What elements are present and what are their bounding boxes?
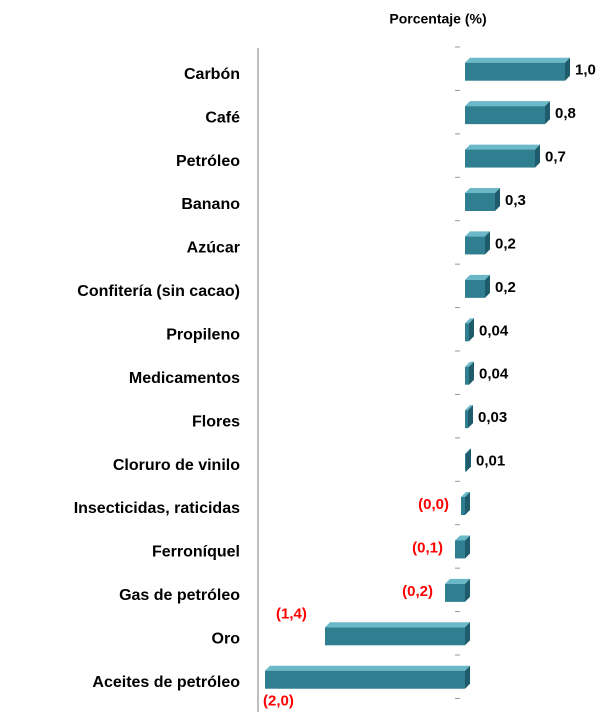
bar-top	[445, 578, 470, 584]
category-label: Medicamentos	[129, 370, 240, 387]
bar-top	[465, 405, 473, 411]
category-label: Oro	[212, 631, 241, 648]
bar-side	[485, 231, 490, 255]
category-label: Carbón	[184, 66, 240, 83]
bar-top	[465, 231, 490, 237]
value-label: 0,7	[545, 149, 566, 166]
bar-side	[469, 318, 474, 342]
bar-side	[465, 622, 470, 646]
value-label: (0,2)	[402, 583, 433, 600]
value-label: 0,8	[555, 105, 576, 122]
category-label: Azúcar	[187, 240, 240, 257]
bar	[465, 236, 485, 255]
category-label: Cloruro de vinilo	[113, 457, 240, 474]
bar-side	[465, 665, 470, 689]
bar	[465, 62, 565, 81]
bar-top	[465, 57, 570, 63]
bar	[465, 149, 535, 168]
bar	[465, 323, 469, 342]
bar-top	[465, 101, 550, 107]
category-label: Ferroníquel	[152, 544, 240, 561]
bar-side	[535, 144, 540, 168]
value-label: (1,4)	[276, 605, 307, 622]
value-label: 0,04	[479, 322, 509, 339]
bar-side	[469, 361, 474, 385]
bar-side	[466, 448, 471, 472]
value-label: 0,2	[495, 235, 516, 252]
bar-side	[495, 188, 500, 212]
value-label: (0,1)	[412, 539, 443, 556]
bar-top	[465, 448, 471, 454]
bar	[465, 106, 545, 125]
bar	[455, 540, 465, 559]
category-label: Flores	[192, 413, 240, 430]
chart-title: Porcentaje (%)	[389, 11, 486, 27]
category-label: Aceites de petróleo	[92, 674, 240, 691]
category-label: Propileno	[166, 327, 240, 344]
category-label: Banano	[181, 196, 240, 213]
bar-side	[565, 57, 570, 81]
value-label: 0,01	[476, 453, 505, 470]
bar-top	[265, 665, 470, 671]
bar	[465, 366, 469, 385]
bar	[265, 670, 465, 689]
bar-top	[325, 622, 470, 628]
category-label: Gas de petróleo	[119, 587, 240, 604]
bar	[465, 453, 466, 472]
bar	[461, 497, 465, 516]
bar	[465, 193, 495, 212]
bar-side	[465, 492, 470, 516]
value-label: (0,0)	[418, 496, 449, 513]
value-label: 0,3	[505, 192, 526, 209]
value-label: 0,2	[495, 279, 516, 296]
category-label: Petróleo	[176, 153, 240, 170]
bar-top	[465, 318, 474, 324]
value-label: 0,04	[479, 366, 509, 383]
bar-top	[465, 144, 540, 150]
value-label: (2,0)	[263, 693, 294, 710]
category-label: Insecticidas, raticidas	[74, 500, 240, 517]
bar	[325, 627, 465, 646]
value-label: 1,0	[575, 62, 596, 79]
value-label: 0,03	[478, 409, 507, 426]
bar	[445, 583, 465, 602]
bar-side	[468, 405, 473, 429]
bar-side	[545, 101, 550, 125]
bar-top	[465, 274, 490, 280]
bar-top	[465, 361, 474, 367]
bar-side	[485, 274, 490, 298]
bar-side	[465, 535, 470, 559]
bar-side	[465, 578, 470, 602]
bar-top	[465, 188, 500, 194]
bar	[465, 410, 468, 429]
bar	[465, 279, 485, 298]
bar-top	[461, 492, 470, 498]
category-label: Café	[205, 109, 240, 126]
category-label: Confitería (sin cacao)	[77, 283, 240, 300]
